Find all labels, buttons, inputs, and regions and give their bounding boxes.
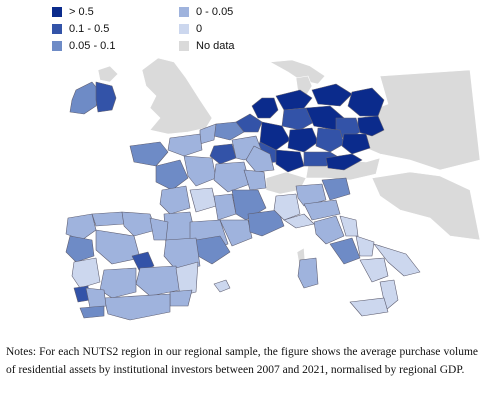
legend-swatch: [179, 7, 189, 17]
region-pt-algarve: [79, 305, 105, 319]
region-es-castilla-mancha: [135, 265, 181, 297]
region-es-galicia: [65, 213, 97, 241]
region-es-asturias: [91, 211, 125, 227]
europe-nuts2-map: [65, 57, 481, 321]
region-es-andalucia: [103, 293, 171, 321]
region-de-bavaria-s: [325, 153, 363, 171]
region-fr-centre: [183, 155, 217, 187]
legend-item-0-1-0-5: 0.1 - 0.5: [52, 23, 109, 35]
region-it-veneto: [321, 177, 351, 201]
legend-swatch: [179, 24, 189, 34]
region-fr-idf: [209, 143, 237, 165]
region-fr-pays-loire: [155, 159, 189, 191]
legend-label: > 0.5: [69, 6, 94, 18]
region-it-marche: [339, 215, 359, 237]
region-es-murcia: [169, 289, 193, 307]
region-it-puglia: [373, 243, 421, 277]
legend-swatch: [179, 41, 189, 51]
region-es-navarra: [149, 217, 169, 241]
region-es-castilla-leon: [95, 229, 141, 265]
region-it-campania: [359, 257, 389, 283]
legend-swatch: [52, 24, 62, 34]
region-fr-limousin: [189, 187, 217, 213]
legend-label: 0 - 0.05: [196, 6, 234, 18]
region-fr-franche-comte: [243, 169, 267, 191]
region-fr-lorraine: [245, 145, 275, 173]
region-fr-normandie: [167, 133, 203, 157]
legend-item-0-0-05: 0 - 0.05: [179, 6, 233, 18]
region-it-sardegna: [297, 257, 319, 289]
region-it-toscana: [313, 215, 345, 245]
region-de-hesse: [287, 127, 319, 153]
region-es-basque: [121, 211, 157, 237]
figure-notes: Notes: For each NUTS2 region in our regi…: [6, 346, 478, 376]
region-pt-norte: [65, 235, 95, 263]
region-fr-paca: [247, 209, 285, 237]
region-scandinavia: [269, 59, 326, 85]
region-it-liguria: [283, 213, 315, 229]
legend-label: 0: [196, 23, 203, 35]
region-ireland-east: [95, 81, 117, 113]
region-de-north-2: [311, 83, 353, 107]
region-de-thuringia: [315, 127, 345, 153]
region-fr-languedoc: [219, 219, 253, 247]
region-fr-bourgogne: [213, 161, 251, 193]
legend-label: 0.1 - 0.5: [69, 23, 110, 35]
region-es-extremadura: [99, 267, 137, 299]
region-es-madrid: [131, 251, 155, 273]
region-it-sicilia: [349, 297, 389, 317]
region-de-saxony: [341, 133, 371, 155]
region-great-britain: [141, 57, 213, 135]
region-fr-auvergne: [213, 193, 237, 221]
region-balkans: [371, 171, 481, 241]
region-de-west: [259, 121, 291, 151]
legend-item-zero: 0: [179, 23, 202, 35]
legend-label: No data: [196, 40, 235, 52]
region-it-lazio: [329, 237, 361, 265]
legend-item-gt-0-5: > 0.5: [52, 6, 94, 18]
region-it-piemonte: [273, 193, 301, 221]
region-northern-ireland: [97, 65, 119, 83]
legend-item-no-data: No data: [179, 40, 235, 52]
region-es-baleares: [213, 279, 231, 293]
region-ireland-west: [69, 81, 101, 115]
region-it-emilia: [303, 199, 341, 221]
region-de-north-1: [275, 89, 313, 111]
region-fr-bretagne: [129, 141, 169, 167]
region-de-baden: [275, 149, 305, 173]
region-it-abruzzo: [355, 235, 375, 257]
map-legend: > 0.5 0.1 - 0.5 0.05 - 0.1 0 - 0.05 0 No…: [52, 6, 292, 56]
region-es-valencia: [175, 261, 199, 297]
region-fr-poitou: [159, 185, 191, 215]
legend-swatch: [52, 41, 62, 51]
region-netherlands: [251, 97, 279, 119]
region-pt-centro: [71, 257, 101, 289]
region-de-central-1: [281, 107, 315, 131]
legend-item-0-05-0-1: 0.05 - 0.1: [52, 40, 115, 52]
legend-swatch: [52, 7, 62, 17]
region-de-north-3: [347, 87, 385, 117]
region-pt-alentejo: [85, 287, 107, 309]
legend-label: 0.05 - 0.1: [69, 40, 116, 52]
